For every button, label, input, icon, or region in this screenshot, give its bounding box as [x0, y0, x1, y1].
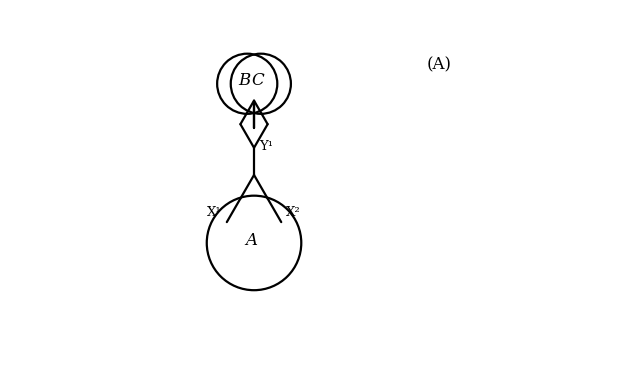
Text: X²: X² [287, 206, 301, 219]
Text: C: C [251, 73, 265, 89]
Text: Y¹: Y¹ [259, 140, 273, 153]
Text: A: A [245, 232, 257, 248]
Text: (A): (A) [426, 56, 451, 73]
Text: B: B [238, 73, 250, 89]
Text: X¹: X¹ [207, 206, 222, 219]
